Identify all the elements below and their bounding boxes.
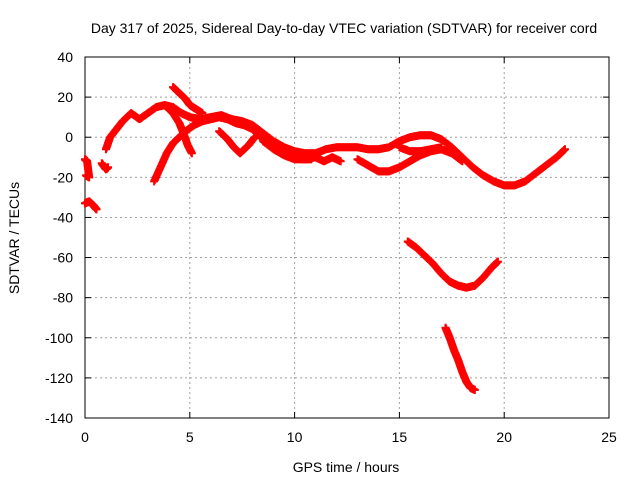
data-point (92, 205, 101, 214)
x-axis-label: GPS time / hours (293, 459, 400, 475)
x-tick-label: 25 (601, 429, 617, 445)
y-axis-label: SDTVAR / TECUs (6, 182, 22, 294)
y-tick-label: 20 (57, 89, 73, 105)
y-tick-label: 40 (57, 49, 73, 65)
data-point (336, 157, 345, 166)
chart-title: Day 317 of 2025, Sidereal Day-to-day VTE… (91, 20, 597, 36)
y-tick-label: -120 (45, 370, 73, 386)
x-tick-label: 10 (287, 429, 303, 445)
data-point (250, 133, 259, 142)
axis-ticks: 0 5 10 15 20 25 -140 -120 -100 -80 -60 -40 -20 0 20 40 (45, 49, 617, 445)
y-tick-label: -140 (45, 410, 73, 426)
y-tick-label: 0 (65, 129, 73, 145)
x-tick-label: 0 (81, 429, 89, 445)
data-point (458, 157, 467, 166)
data-points (81, 83, 569, 394)
data-point (198, 109, 207, 118)
data-point (187, 149, 196, 158)
x-tick-label: 20 (496, 429, 512, 445)
data-point (560, 145, 569, 154)
plot-frame (84, 56, 610, 419)
y-tick-label: -100 (45, 330, 73, 346)
y-tick-label: -60 (53, 250, 73, 266)
grid-lines (85, 57, 609, 418)
data-point (104, 163, 113, 172)
data-point (437, 143, 446, 152)
y-tick-label: -40 (53, 209, 73, 225)
y-tick-label: -80 (53, 290, 73, 306)
data-point (82, 171, 91, 180)
y-tick-label: -20 (53, 169, 73, 185)
data-point (470, 385, 479, 394)
x-tick-label: 5 (186, 429, 194, 445)
data-point (493, 257, 502, 266)
x-tick-label: 15 (392, 429, 408, 445)
